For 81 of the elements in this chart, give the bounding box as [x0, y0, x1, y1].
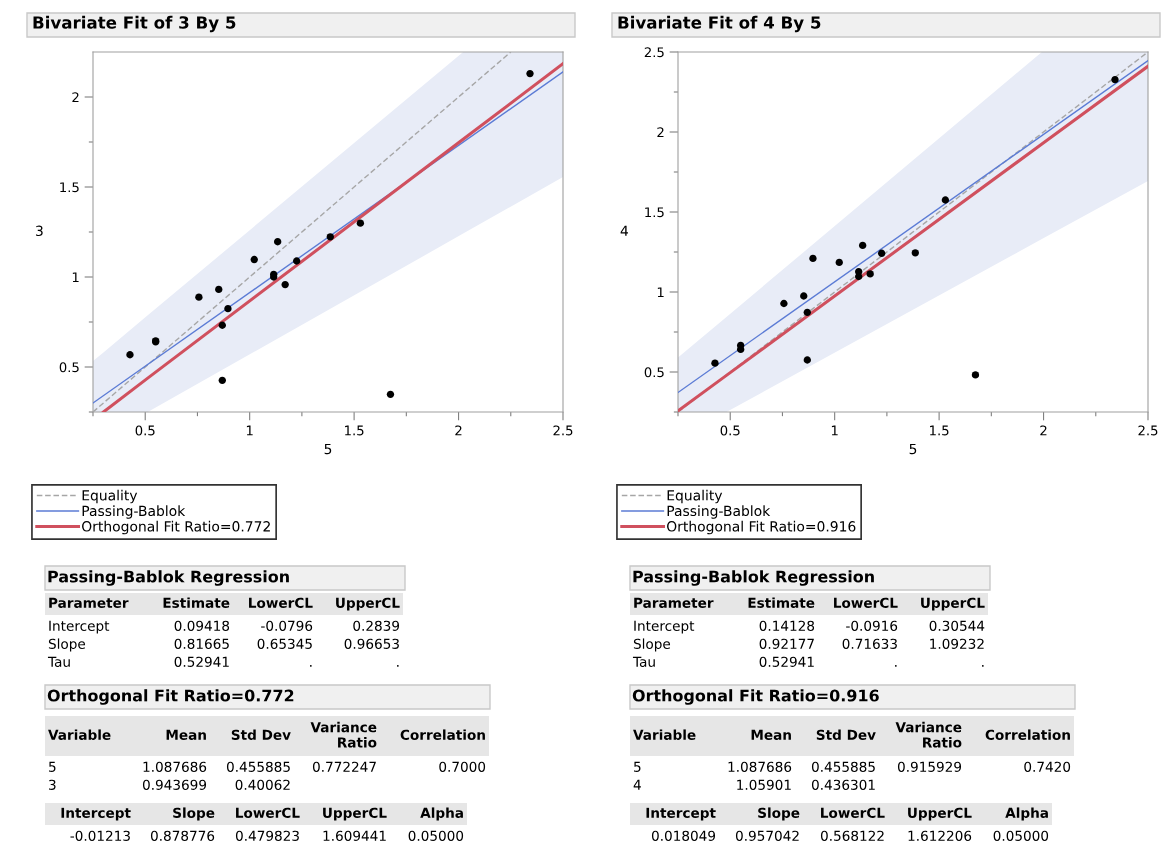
point	[911, 249, 919, 257]
text: Variable Mean Std Dev Variance Ratio Correlation	[48, 721, 485, 748]
point	[1111, 76, 1119, 84]
x-tick-label: 1.5	[930, 425, 949, 436]
y-tick-label: 1.5	[60, 182, 79, 193]
point	[877, 249, 886, 257]
text: -0.01213 0.878776 0.479823 1.609441 0.05000	[70, 830, 464, 841]
point	[803, 308, 811, 316]
x-axis-title: 5	[909, 443, 917, 455]
text: Parameter Estimate LowerCL UpperCL	[49, 597, 400, 611]
x-tick-label: 2.5	[1138, 425, 1158, 436]
text: Intercept 0.14128 -0.0916 0.30544	[634, 620, 985, 634]
point	[800, 292, 808, 300]
point	[835, 258, 843, 267]
x-tick-label: 2.5	[553, 425, 573, 436]
text: Variable Mean Std Dev Variance Ratio Correlation	[633, 721, 1070, 748]
x-tick-label: 0.5	[135, 425, 155, 436]
point	[126, 351, 134, 359]
text: 4 1.05901 0.436301	[633, 779, 875, 790]
legend-label: Equality	[82, 489, 138, 504]
y-axis-title: 4	[620, 225, 629, 236]
point	[218, 376, 226, 384]
legend-label: Passing-Bablok	[667, 505, 771, 519]
text: 5 1.087686 0.455885 0.915929 0.7420	[634, 761, 1071, 772]
y-tick-label: 2	[72, 92, 79, 103]
text: Passing-Bablok Regression	[633, 570, 874, 586]
x-tick-label: 0.5	[720, 425, 740, 436]
point	[273, 238, 282, 246]
point	[858, 241, 867, 250]
y-tick-label: 1	[72, 272, 79, 283]
legend-label: Orthogonal Fit Ratio=0.916	[667, 520, 856, 535]
x-tick-label: 1	[831, 425, 838, 436]
legend-label: Passing-Bablok	[82, 505, 186, 519]
legend-label: Equality	[667, 489, 723, 504]
text: Slope 0.92177 0.71633 1.09232	[633, 638, 984, 652]
text: Intercept Slope LowerCL UpperCL Alpha	[61, 807, 463, 821]
point	[281, 280, 289, 289]
point	[292, 257, 301, 265]
point	[215, 285, 223, 294]
x-tick-label: 1.5	[345, 425, 364, 436]
point	[250, 255, 258, 264]
text: Tau 0.52941 . .	[632, 656, 984, 667]
x-axis-title: 5	[324, 443, 332, 455]
text: 3 0.943699 0.40062	[49, 779, 290, 790]
y-axis-title: 3	[36, 225, 43, 237]
point	[809, 254, 817, 263]
x-tick-label: 1	[246, 425, 253, 436]
text: 0.018049 0.957042 0.568122 1.612206 0.05000	[651, 830, 1049, 841]
point	[526, 69, 534, 78]
text: Orthogonal Fit Ratio=0.916	[632, 689, 879, 705]
chart-title: Bivariate Fit of 4 By 5	[618, 15, 821, 33]
point	[218, 321, 226, 329]
text: Orthogonal Fit Ratio=0.772	[47, 689, 294, 705]
point	[780, 299, 788, 308]
text: Passing-Bablok Regression	[48, 570, 289, 586]
y-tick-label: 1	[657, 287, 664, 298]
text: 5 1.087686 0.455885 0.772247 0.7000	[49, 761, 486, 772]
point	[971, 371, 980, 379]
text: Intercept Slope LowerCL UpperCL Alpha	[646, 807, 1048, 821]
x-tick-label: 2	[455, 425, 462, 436]
text: Parameter Estimate LowerCL UpperCL	[634, 597, 985, 611]
y-tick-label: 0.5	[644, 367, 664, 378]
y-tick-label: 2	[657, 127, 664, 138]
text: Slope 0.81665 0.65345 0.96653	[48, 638, 399, 652]
chart-title: Bivariate Fit of 3 By 5	[33, 15, 236, 33]
point	[195, 293, 203, 301]
y-tick-label: 0.5	[59, 362, 79, 373]
point	[711, 359, 719, 367]
point	[224, 305, 232, 313]
y-tick-label: 2.5	[644, 47, 664, 58]
x-tick-label: 2	[1040, 425, 1047, 436]
point	[356, 219, 365, 227]
point	[386, 390, 395, 399]
text: Intercept 0.09418 -0.0796 0.2839	[49, 620, 400, 634]
y-tick-label: 1.5	[645, 207, 664, 218]
legend-label: Orthogonal Fit Ratio=0.772	[82, 520, 270, 535]
text: Tau 0.52941 . .	[47, 656, 399, 667]
point	[803, 356, 811, 364]
point	[941, 196, 950, 204]
point	[326, 233, 334, 241]
point	[866, 270, 874, 278]
